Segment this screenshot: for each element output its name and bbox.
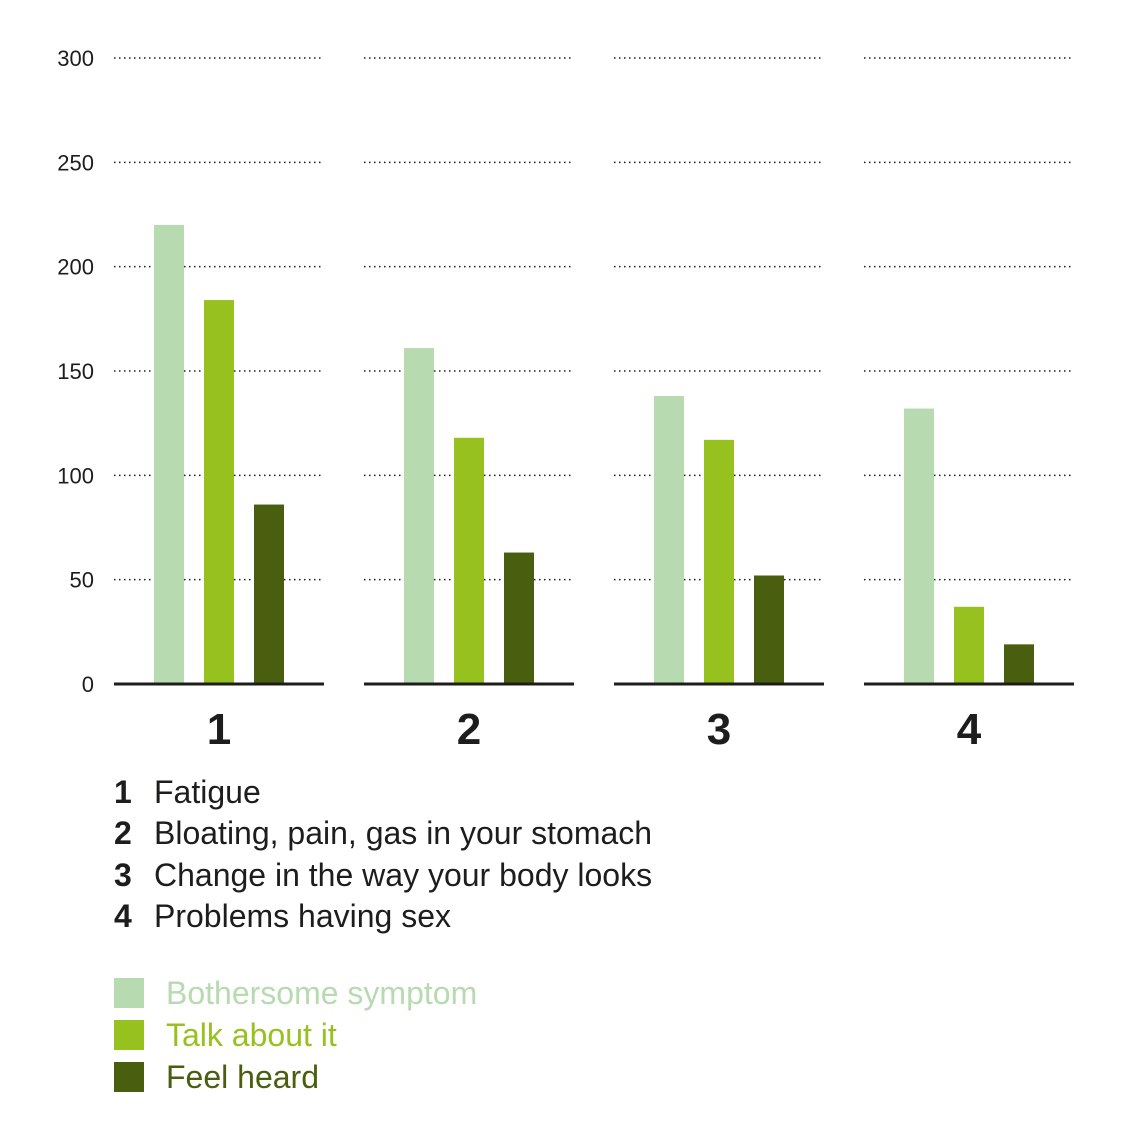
category-key-number: 1: [114, 774, 132, 810]
legend-label: Bothersome symptom: [166, 974, 478, 1011]
y-tick-label: 0: [82, 672, 94, 697]
bar: [204, 300, 234, 684]
y-tick-label: 50: [70, 568, 94, 593]
bar: [954, 606, 984, 684]
category-key-label: Problems having sex: [154, 897, 452, 934]
bar: [654, 396, 684, 684]
bar: [154, 224, 184, 684]
x-tick-label: 1: [207, 705, 231, 754]
x-tick-label: 3: [707, 705, 731, 754]
legend-item-talk: Talk about it: [114, 1014, 814, 1056]
y-tick-label: 100: [57, 463, 94, 488]
bar: [1004, 644, 1034, 684]
bar: [404, 348, 434, 684]
category-key-item: 3 Change in the way your body looks: [114, 857, 1014, 898]
bar: [454, 437, 484, 684]
category-key-item: 4 Problems having sex: [114, 898, 1014, 939]
bar: [254, 504, 284, 684]
x-tick-label: 2: [457, 705, 481, 754]
y-tick-label: 300: [57, 46, 94, 71]
legend: Bothersome symptom Talk about it Feel he…: [114, 972, 814, 1098]
category-key-number: 3: [114, 856, 132, 893]
legend-label: Feel heard: [166, 1058, 319, 1095]
category-key-label: Fatigue: [154, 774, 261, 810]
y-tick-label: 150: [57, 359, 94, 384]
category-key-label: Bloating, pain, gas in your stomach: [154, 815, 653, 852]
x-tick-label: 4: [957, 705, 982, 754]
y-tick-label: 250: [57, 150, 94, 175]
legend-item-bothersome: Bothersome symptom: [114, 972, 814, 1014]
legend-swatch: [114, 1062, 144, 1092]
category-key-number: 4: [114, 897, 132, 934]
category-key-number: 2: [114, 815, 132, 852]
legend-swatch: [114, 978, 144, 1008]
bar: [504, 552, 534, 684]
bar-chart: 0 50 100 150 200 250 300 1 2 3 4: [57, 46, 1074, 754]
category-key-label: Change in the way your body looks: [154, 856, 653, 893]
bar: [904, 408, 934, 684]
y-tick-label: 200: [57, 255, 94, 280]
bar: [754, 575, 784, 684]
legend-label: Talk about it: [166, 1016, 337, 1053]
category-key-item: 2 Bloating, pain, gas in your stomach: [114, 815, 1014, 856]
legend-item-heard: Feel heard: [114, 1056, 814, 1098]
legend-swatch: [114, 1020, 144, 1050]
bar: [704, 439, 734, 684]
category-key-item: 1 Fatigue: [114, 774, 1014, 815]
category-key: 1 Fatigue 2 Bloating, pain, gas in your …: [114, 774, 1014, 939]
